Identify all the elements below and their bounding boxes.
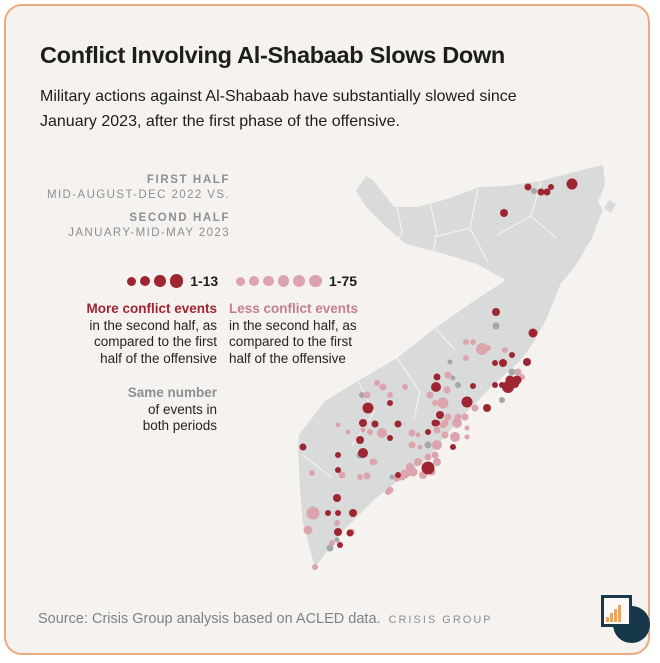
brand-name: CRISIS GROUP [388, 614, 493, 626]
same-events-legend-text: Same number of events in both periods [77, 385, 217, 435]
first-half-label: FIRST HALF [146, 174, 230, 186]
second-half-label: SECOND HALF [129, 212, 230, 224]
subtitle-line-2: January 2023, after the first phase of t… [40, 113, 400, 130]
same-events-lead: Same number [127, 385, 217, 400]
source-line: Source: Crisis Group analysis based on A… [38, 611, 493, 627]
dot-size-legend: 1-13 1-75 [127, 268, 357, 294]
less-events-legend-text: Less conflict events in the second half,… [229, 301, 389, 367]
less-events-desc-3: half of the offensive [229, 350, 346, 366]
more-scale-range: 1-13 [190, 273, 219, 289]
subtitle-line-1: Military actions against Al-Shabaab have… [40, 88, 517, 105]
more-events-desc-1: in the second half, as [89, 317, 217, 333]
chart-title: Conflict Involving Al-Shabaab Slows Down [40, 42, 505, 68]
more-events-legend-text: More conflict events in the second half,… [40, 301, 217, 367]
more-events-desc-2: compared to the first [93, 334, 217, 349]
less-events-lead: Less conflict events [229, 301, 359, 316]
more-events-desc-3: half of the offensive [100, 350, 217, 366]
more-events-lead: More conflict events [86, 301, 217, 316]
period-legend: FIRST HALF MID-AUGUST-DEC 2022 VS. SECON… [30, 173, 230, 249]
same-events-desc-2: both periods [142, 418, 217, 433]
less-events-dot-scale-icon [236, 274, 322, 288]
chart-subtitle: Military actions against Al-Shabaab have… [40, 84, 630, 134]
less-scale-range: 1-75 [329, 273, 358, 289]
logo-barchart-icon [601, 595, 632, 627]
less-events-desc-1: in the second half, as [229, 317, 357, 333]
first-half-dates: MID-AUGUST-DEC 2022 VS. [46, 189, 230, 201]
source-text: Source: Crisis Group analysis based on A… [38, 611, 381, 627]
second-half-dates: JANUARY-MID-MAY 2023 [68, 227, 230, 239]
crisis-group-logo [598, 593, 656, 651]
more-events-dot-scale-icon [127, 274, 184, 288]
same-events-desc-1: of events in [147, 401, 217, 417]
less-events-desc-2: compared to the first [229, 334, 353, 349]
